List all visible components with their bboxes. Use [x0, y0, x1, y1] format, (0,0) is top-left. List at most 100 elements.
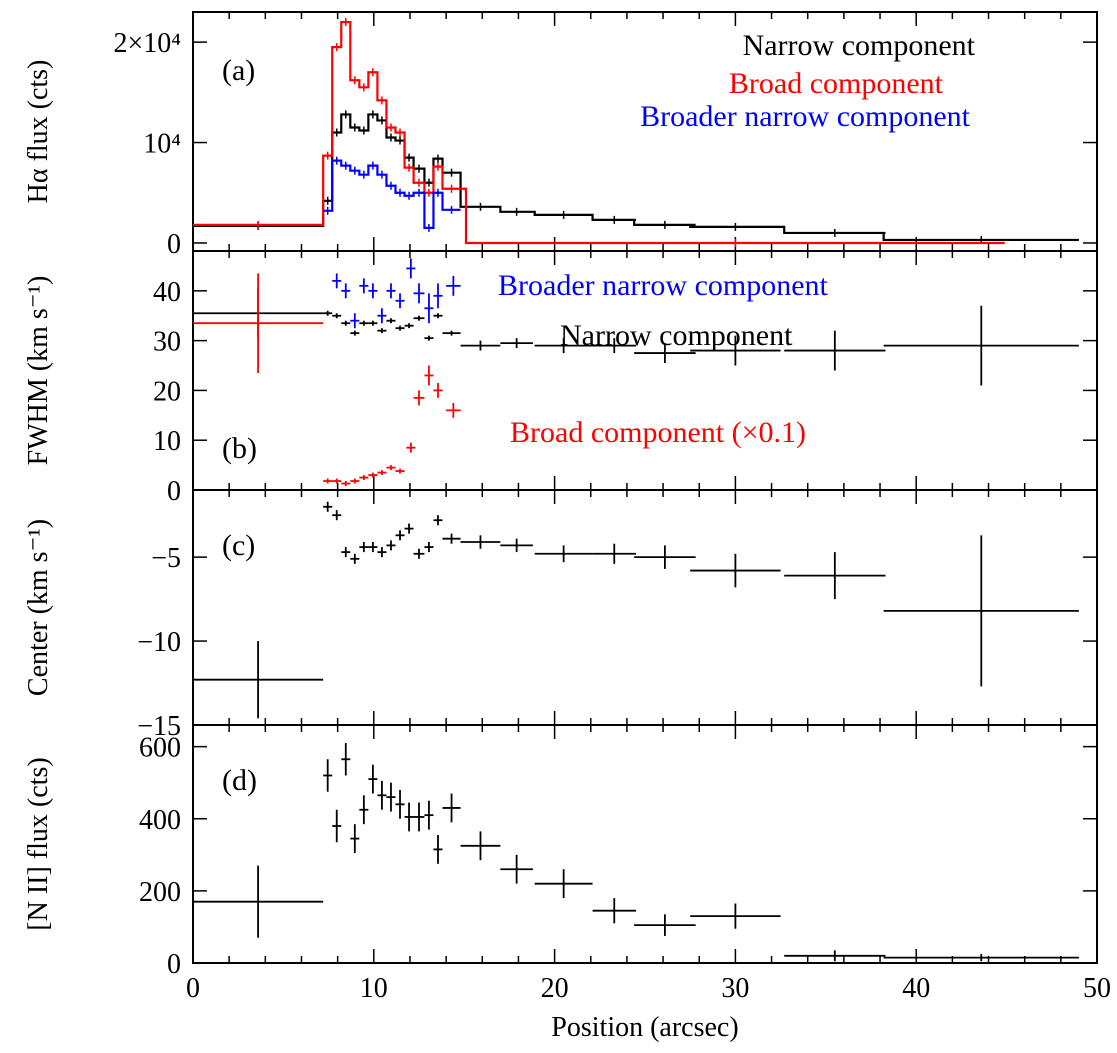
data-point: [332, 809, 342, 843]
y-tick-label: 40: [153, 277, 181, 308]
data-point: [592, 898, 636, 924]
y-tick-label: 10⁴: [143, 129, 181, 160]
data-point: [323, 759, 333, 792]
y-tick-label: 30: [153, 327, 181, 358]
data-point: [386, 318, 396, 324]
data-point: [460, 535, 501, 549]
step-line: [323, 159, 461, 230]
data-point: [386, 540, 396, 551]
y-tick-label: 0: [167, 476, 181, 507]
x-tick-label: 50: [1083, 973, 1111, 1004]
y-axis-title: Hα flux (cts): [23, 60, 54, 204]
data-point: [690, 553, 781, 588]
data-point: [442, 533, 461, 544]
panel-label: (b): [222, 432, 257, 465]
data-point: [359, 320, 369, 326]
data-point: [377, 780, 387, 810]
data-point: [883, 535, 1079, 687]
x-tick-label: 40: [902, 973, 930, 1004]
y-tick-label: 10: [153, 426, 181, 457]
data-point: [413, 802, 425, 832]
legend-entry: Broader narrow component: [640, 100, 971, 133]
data-point: [377, 308, 387, 324]
data-point: [442, 330, 461, 336]
y-axis-title: [N II] flux (cts): [23, 757, 54, 930]
data-point: [350, 330, 360, 336]
data-point: [341, 283, 351, 299]
y-tick-label: 0: [167, 949, 181, 980]
data-point: [592, 543, 636, 564]
data-point: [433, 283, 443, 309]
data-point: [341, 320, 351, 326]
data-point: [395, 789, 405, 819]
series-1: [193, 18, 1005, 247]
data-point: [368, 542, 378, 553]
y-tick-label: 0: [167, 229, 181, 260]
data-point: [784, 330, 886, 371]
data-point: [386, 283, 396, 299]
data-point: [350, 824, 360, 854]
x-tick-label: 20: [541, 973, 569, 1004]
data-point: [332, 478, 342, 484]
legend-entry: Narrow component: [560, 319, 793, 352]
data-point: [377, 547, 387, 558]
data-point: [406, 442, 416, 453]
series-0: [193, 501, 1079, 719]
step-line: [193, 113, 1079, 242]
data-point: [193, 865, 324, 938]
data-point: [500, 538, 533, 553]
data-point: [341, 547, 351, 558]
series-1: [193, 273, 461, 487]
legend-entry: Broader narrow component: [498, 269, 829, 302]
data-point: [534, 869, 593, 899]
y-tick-label: −5: [151, 543, 181, 574]
data-point: [634, 914, 696, 936]
data-point: [433, 313, 443, 319]
data-point: [359, 278, 369, 294]
data-point: [377, 470, 387, 476]
panel-a: 0 10⁴ 2×10⁴ Hα flux (cts) (a) Narrow componen…: [23, 11, 1098, 260]
data-point: [359, 542, 369, 553]
x-tick-label: 0: [186, 973, 200, 1004]
data-point: [424, 293, 434, 324]
data-point: [193, 641, 324, 719]
data-point: [404, 802, 414, 832]
x-axis-title: Position (arcsec): [551, 1012, 738, 1043]
data-point: [690, 903, 781, 929]
panel-label: (a): [222, 54, 255, 87]
series-2: [323, 156, 461, 232]
data-point: [350, 553, 360, 564]
data-point: [323, 478, 333, 484]
panel-b: 0 10 20 30 40 FWHM (km s⁻¹) (b) Broader narrow …: [23, 250, 1098, 507]
data-point: [350, 478, 360, 484]
data-point: [592, 338, 636, 354]
data-point: [193, 273, 324, 373]
data-point: [424, 365, 434, 386]
step-line: [193, 20, 1005, 245]
data-point: [634, 343, 696, 364]
data-point: [500, 854, 533, 884]
data-point: [395, 293, 405, 309]
data-point: [413, 283, 425, 304]
data-point: [883, 953, 1079, 962]
data-point: [413, 390, 425, 406]
panel-c: −5 −10 −15 Center (km s⁻¹) (c): [23, 489, 1098, 742]
panel-frame: [192, 724, 1098, 964]
data-point: [424, 542, 434, 553]
data-point: [395, 468, 405, 474]
data-point: [446, 275, 461, 296]
data-point: [368, 320, 378, 326]
data-point: [433, 382, 443, 398]
data-point: [413, 548, 425, 559]
series-0: [193, 743, 1079, 962]
data-point: [341, 481, 351, 487]
series-0: [193, 288, 1079, 386]
data-point: [460, 831, 501, 861]
data-point: [350, 313, 360, 329]
data-point: [368, 283, 378, 299]
data-point: [446, 402, 461, 418]
data-layer: [193, 743, 1079, 962]
data-point: [433, 515, 443, 526]
data-point: [377, 328, 387, 334]
data-point: [534, 545, 593, 563]
